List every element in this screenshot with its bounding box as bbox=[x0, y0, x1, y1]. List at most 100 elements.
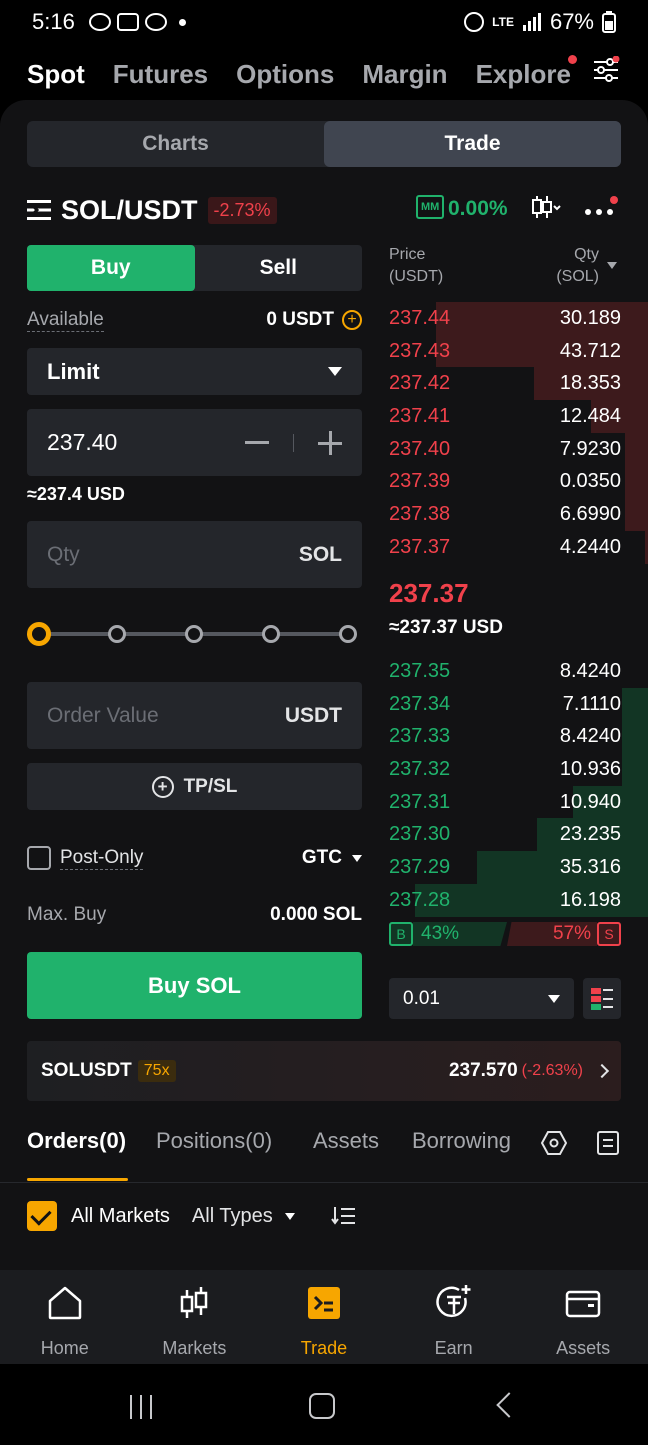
qty-header[interactable]: Qty (SOL) bbox=[556, 244, 599, 288]
pair-menu-icon[interactable] bbox=[27, 199, 51, 221]
tick-size-value: 0.01 bbox=[403, 987, 440, 1009]
bids-row[interactable]: 237.35 8.4240 bbox=[389, 655, 648, 688]
trade-tab[interactable]: Trade bbox=[324, 121, 621, 167]
nav-futures[interactable]: Futures bbox=[112, 58, 209, 89]
slider-node-50[interactable] bbox=[185, 625, 203, 643]
slider-node-75[interactable] bbox=[262, 625, 280, 643]
bids-row[interactable]: 237.29 35.316 bbox=[389, 851, 648, 884]
orderbook-layout-icon[interactable] bbox=[583, 978, 621, 1019]
slider-handle[interactable] bbox=[27, 622, 51, 646]
bids-row[interactable]: 237.33 8.4240 bbox=[389, 720, 648, 754]
mm-value[interactable]: 0.00% bbox=[448, 197, 508, 220]
tpsl-button[interactable]: + TP/SL bbox=[27, 763, 362, 810]
all-types-select[interactable]: All Types bbox=[192, 1205, 295, 1228]
asks-price: 237.42 bbox=[389, 372, 451, 395]
asks-row[interactable]: 237.42 18.353 bbox=[389, 367, 648, 401]
more-icon[interactable] bbox=[584, 196, 618, 220]
asks-price: 237.37 bbox=[389, 535, 451, 558]
nav-options[interactable]: Options bbox=[236, 58, 335, 89]
pair-name[interactable]: SOL/USDT bbox=[61, 194, 198, 225]
asks-row[interactable]: 237.38 6.6990 bbox=[389, 498, 648, 531]
bids-row[interactable]: 237.32 10.936 bbox=[389, 753, 648, 786]
all-markets-label[interactable]: All Markets bbox=[71, 1204, 170, 1227]
back-icon[interactable] bbox=[496, 1392, 522, 1418]
asks-row[interactable]: 237.37 4.2440 bbox=[389, 530, 648, 564]
nav-assets[interactable]: Assets bbox=[518, 1270, 648, 1364]
system-home-icon[interactable] bbox=[309, 1393, 335, 1419]
view-switch: Charts Trade bbox=[27, 121, 621, 167]
post-only-checkbox[interactable] bbox=[27, 846, 51, 870]
tick-size-select[interactable]: 0.01 bbox=[389, 978, 574, 1019]
price-header-unit: (USDT) bbox=[389, 268, 444, 285]
nav-markets-label: Markets bbox=[162, 1338, 227, 1358]
available-row: Available 0 USDT + bbox=[27, 306, 362, 334]
slider-node-100[interactable] bbox=[339, 625, 357, 643]
nav-trade[interactable]: Trade bbox=[259, 1270, 389, 1364]
deposit-plus-icon[interactable]: + bbox=[342, 310, 362, 330]
bids-row[interactable]: 237.30 23.235 bbox=[389, 818, 648, 852]
asks-row[interactable]: 237.41 12.484 bbox=[389, 400, 648, 433]
settings-sliders-icon[interactable] bbox=[592, 56, 620, 84]
price-input[interactable]: 237.40 bbox=[27, 409, 362, 476]
add-circle-icon: + bbox=[151, 775, 174, 798]
time-in-force-select[interactable]: GTC bbox=[302, 847, 362, 869]
trade-icon bbox=[307, 1287, 340, 1319]
status-right: LTE 67% bbox=[464, 9, 616, 35]
sort-icon[interactable] bbox=[330, 1207, 355, 1225]
bids-row[interactable]: 237.34 7.1110 bbox=[389, 687, 648, 721]
last-price[interactable]: 237.37 bbox=[389, 578, 469, 608]
tab-orders[interactable]: Orders(0) bbox=[27, 1128, 127, 1153]
order-type-select[interactable]: Limit bbox=[27, 348, 362, 395]
asks-row[interactable]: 237.43 43.712 bbox=[389, 334, 648, 368]
nav-spot[interactable]: Spot bbox=[27, 58, 85, 89]
price-decrement-icon[interactable] bbox=[245, 441, 269, 444]
asks-row[interactable]: 237.39 0.0350 bbox=[389, 465, 648, 499]
asks-price: 237.41 bbox=[389, 404, 451, 427]
bids-price: 237.33 bbox=[389, 725, 451, 748]
mm-icon[interactable]: MM bbox=[416, 195, 445, 219]
recent-apps-icon[interactable] bbox=[128, 1395, 154, 1419]
order-history-icon[interactable] bbox=[597, 1131, 619, 1155]
order-value-placeholder: Order Value bbox=[47, 703, 159, 727]
slider-node-25[interactable] bbox=[108, 625, 126, 643]
nav-explore-label: Explore bbox=[475, 58, 571, 89]
charts-tab[interactable]: Charts bbox=[142, 132, 209, 155]
post-only-label[interactable]: Post-Only bbox=[60, 846, 144, 870]
status-time: 5:16 bbox=[32, 9, 75, 34]
asks-row[interactable]: 237.40 7.9230 bbox=[389, 432, 648, 466]
sell-tab[interactable]: Sell bbox=[259, 256, 297, 279]
perp-ticker-row[interactable]: SOLUSDT 75x 237.570 (-2.63%) bbox=[27, 1041, 621, 1101]
nav-markets[interactable]: Markets bbox=[130, 1270, 260, 1364]
bids-row[interactable]: 237.28 16.198 bbox=[389, 883, 648, 917]
buy-sol-button[interactable]: Buy SOL bbox=[27, 952, 362, 1019]
asks-depth-bar bbox=[534, 367, 648, 401]
nav-earn[interactable]: Earn bbox=[389, 1270, 519, 1364]
home-icon bbox=[48, 1286, 82, 1320]
asks-price: 237.40 bbox=[389, 437, 451, 460]
tab-borrowing[interactable]: Borrowing bbox=[412, 1128, 512, 1153]
order-value-input[interactable]: Order Value USDT bbox=[27, 682, 362, 749]
asks-row[interactable]: 237.44 30.189 bbox=[389, 302, 648, 335]
tab-positions[interactable]: Positions(0) bbox=[156, 1128, 273, 1153]
buy-tab[interactable]: Buy bbox=[27, 245, 195, 291]
bids-row[interactable]: 237.31 10.940 bbox=[389, 785, 648, 819]
hexagon-settings-icon[interactable] bbox=[541, 1130, 567, 1156]
amount-slider[interactable] bbox=[27, 620, 362, 648]
bids-depth-bar bbox=[622, 687, 648, 721]
talk-icon bbox=[88, 13, 111, 31]
nav-margin[interactable]: Margin bbox=[362, 58, 448, 89]
leverage-badge: 75x bbox=[137, 1060, 176, 1082]
tab-assets[interactable]: Assets bbox=[313, 1128, 380, 1153]
qty-unit-dropdown-icon[interactable] bbox=[607, 262, 617, 269]
nav-home[interactable]: Home bbox=[0, 1270, 130, 1364]
nav-explore[interactable]: Explore bbox=[475, 54, 577, 90]
all-markets-checkbox[interactable] bbox=[27, 1201, 57, 1231]
filter-row: All Markets All Types bbox=[27, 1199, 621, 1233]
qty-input[interactable]: Qty SOL bbox=[27, 521, 362, 588]
all-types-label: All Types bbox=[191, 1204, 273, 1227]
chevron-right-icon bbox=[594, 1063, 610, 1079]
asks-qty: 4.2440 bbox=[559, 535, 621, 558]
price-increment-icon[interactable] bbox=[318, 430, 342, 455]
candlestick-chart-icon[interactable] bbox=[531, 194, 561, 220]
qty-unit[interactable]: SOL bbox=[298, 542, 342, 566]
